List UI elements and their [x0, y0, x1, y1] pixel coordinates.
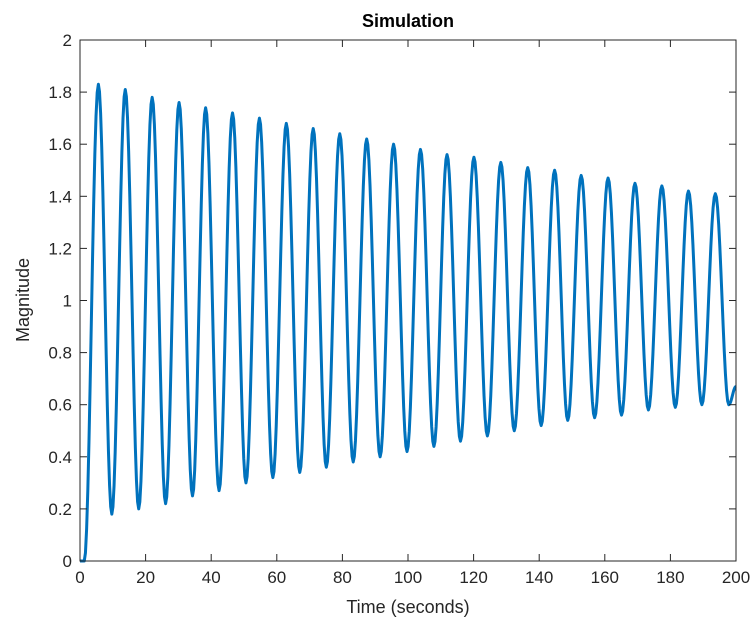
series-layer	[78, 82, 737, 563]
y-tick-label: 0.8	[48, 344, 72, 363]
x-tick-label: 200	[722, 568, 750, 587]
x-tick-label: 40	[202, 568, 221, 587]
y-tick-label: 0.4	[48, 448, 72, 467]
x-tick-label: 120	[459, 568, 487, 587]
y-tick-label: 1.6	[48, 135, 72, 154]
x-tick-label: 20	[136, 568, 155, 587]
x-tick-label: 160	[591, 568, 619, 587]
x-tick-label: 100	[394, 568, 422, 587]
y-axis: 0 0.2 0.4 0.6 0.8 1 1.2 1.4 1.6 1.8 2	[48, 31, 736, 571]
x-tick-label: 0	[75, 568, 84, 587]
y-tick-label: 1.4	[48, 187, 72, 206]
x-tick-label: 140	[525, 568, 553, 587]
x-tick-label: 80	[333, 568, 352, 587]
x-tick-label: 60	[267, 568, 286, 587]
y-axis-label: Magnitude	[13, 258, 33, 342]
y-tick-label: 0	[63, 552, 72, 571]
y-tick-label: 1.8	[48, 83, 72, 102]
y-tick-label: 0.6	[48, 396, 72, 415]
y-tick-label: 1	[63, 292, 72, 311]
chart-title: Simulation	[362, 11, 454, 31]
y-tick-label: 0.2	[48, 500, 72, 519]
x-tick-label: 180	[656, 568, 684, 587]
y-tick-label: 2	[63, 31, 72, 50]
x-axis: 0 20 40 60 80 100 120 140 160 180 200	[75, 40, 750, 587]
x-axis-label: Time (seconds)	[346, 597, 469, 617]
y-tick-label: 1.2	[48, 239, 72, 258]
series-line	[78, 82, 737, 563]
